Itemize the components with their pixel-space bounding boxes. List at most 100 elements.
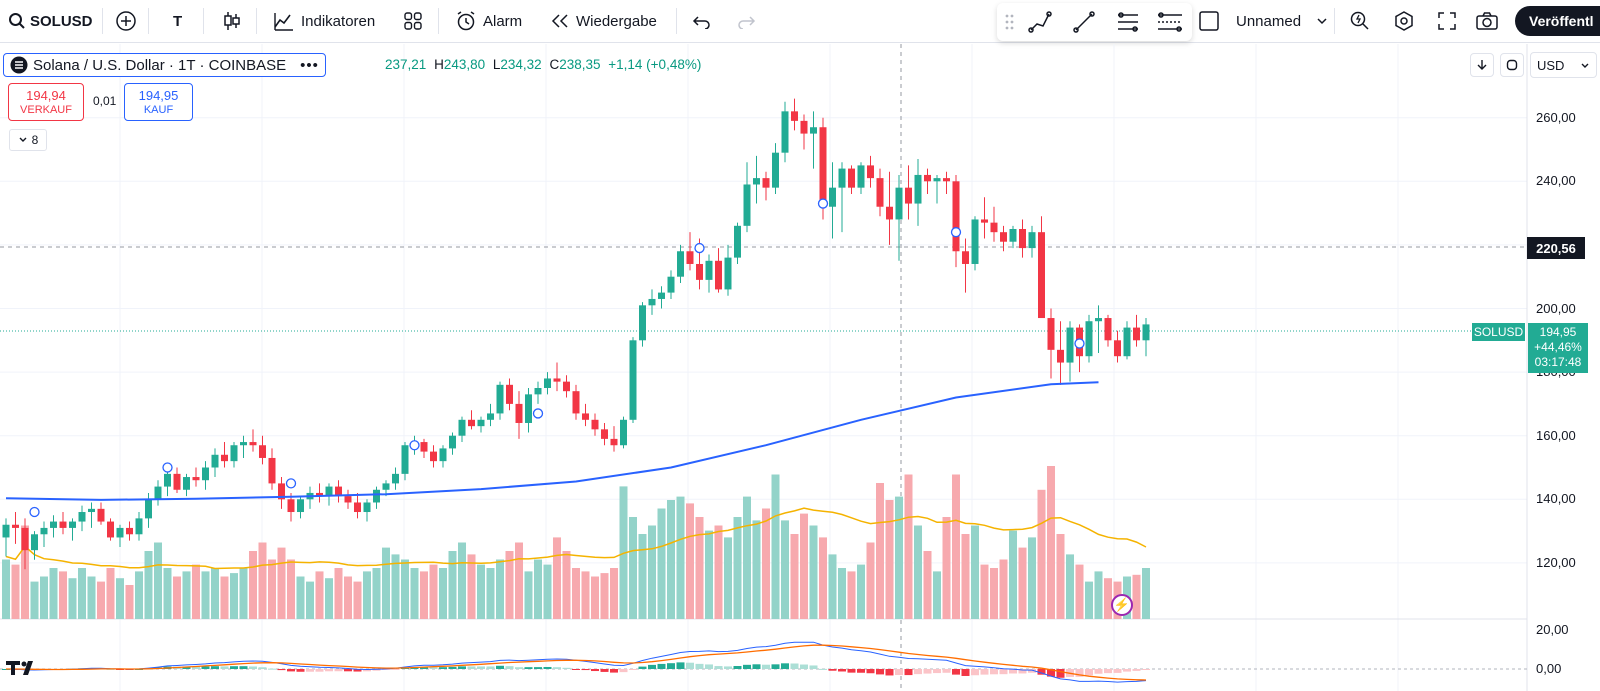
- chevron-down-icon: [19, 137, 27, 142]
- candle-body: [591, 419, 599, 430]
- candle-body: [1057, 349, 1064, 363]
- publish-button[interactable]: Veröffentl: [1515, 6, 1600, 36]
- event-marker-icon: [532, 408, 544, 419]
- volume-ma-line: [5, 507, 1147, 570]
- candle-body: [316, 492, 323, 497]
- oscillator-histogram-bar: [876, 669, 884, 675]
- volume-bar: [125, 585, 134, 619]
- candle-body: [97, 508, 105, 522]
- candle-body: [1123, 327, 1131, 357]
- candle-body: [914, 174, 922, 204]
- oscillator-histogram-bar: [752, 664, 761, 669]
- oscillator-histogram-bar: [391, 669, 400, 670]
- expand-icon: [1438, 12, 1456, 30]
- oscillator-histogram-bar: [211, 666, 219, 669]
- oscillator-histogram-bar: [353, 669, 362, 672]
- candle-body: [952, 181, 960, 252]
- interval-button[interactable]: T: [173, 12, 183, 30]
- oscillator-histogram-bar: [315, 669, 324, 672]
- volume-bar: [49, 568, 58, 619]
- sell-button[interactable]: 194,94 VERKAUF: [8, 83, 84, 121]
- candle-body: [88, 508, 95, 513]
- volume-bar: [173, 576, 181, 619]
- candle-body: [990, 222, 998, 233]
- oscillator-histogram-bar: [467, 666, 476, 669]
- candle-body: [648, 298, 656, 306]
- snapshot-button[interactable]: [1475, 0, 1499, 42]
- candle-body: [610, 438, 618, 446]
- price-tick-label: 120,00: [1536, 554, 1576, 570]
- indicators-button[interactable]: Indikatoren: [273, 0, 375, 42]
- layouts-button[interactable]: [403, 0, 423, 42]
- symbol-search-button[interactable]: SOLUSD: [8, 0, 93, 42]
- oscillator-histogram-bar: [762, 664, 770, 669]
- candle-body: [1009, 229, 1017, 242]
- volume-bar: [486, 568, 495, 619]
- compare-button[interactable]: [115, 0, 137, 42]
- quick-search-button[interactable]: [1349, 0, 1371, 42]
- candle-body: [857, 165, 865, 188]
- oscillator-histogram-bar: [220, 666, 229, 669]
- candle-body: [2, 524, 10, 538]
- candle-body: [202, 467, 209, 481]
- fullscreen-button[interactable]: [1437, 0, 1457, 42]
- chart-type-button[interactable]: [222, 0, 242, 42]
- symbol-legend[interactable]: Solana / U.S. Dollar · 1T · COINBASE •••: [3, 53, 326, 77]
- price-tick-label: 200,00: [1536, 300, 1576, 316]
- candle-body: [563, 381, 570, 392]
- candle-body: [639, 305, 646, 341]
- volume-bar: [1104, 578, 1112, 619]
- volume-bar: [553, 537, 561, 619]
- candle-body: [335, 486, 342, 497]
- volume-bar: [1094, 571, 1103, 619]
- candle-body: [515, 403, 523, 423]
- volume-bar: [904, 474, 913, 619]
- replay-button[interactable]: Wiedergabe: [550, 0, 657, 42]
- settings-button[interactable]: [1393, 0, 1415, 42]
- volume-bar: [857, 564, 865, 619]
- undo-icon: [692, 16, 710, 29]
- currency-select[interactable]: USD: [1530, 52, 1597, 78]
- sell-price: 194,94: [26, 88, 66, 103]
- candle-body: [544, 378, 551, 388]
- volume-bar: [876, 483, 884, 619]
- candle-body: [848, 168, 855, 188]
- volume-bar: [306, 581, 314, 619]
- oscillator-histogram-bar: [296, 669, 305, 672]
- oscillator-histogram-bar: [1094, 669, 1103, 674]
- volume-bar: [163, 568, 172, 619]
- event-marker-icon: [1074, 338, 1085, 349]
- undo-button[interactable]: [692, 0, 712, 42]
- volume-bar: [629, 517, 637, 619]
- indicators-collapse-button[interactable]: 8: [9, 129, 47, 151]
- volume-bar: [154, 542, 162, 619]
- more-icon[interactable]: •••: [300, 56, 319, 74]
- candle-body: [1019, 229, 1026, 249]
- alarm-button[interactable]: Alarm: [455, 0, 522, 42]
- oscillator-histogram-bar: [372, 669, 381, 671]
- volume-bar: [344, 576, 352, 619]
- scroll-down-button[interactable]: [1470, 53, 1494, 77]
- oscillator-histogram-bar: [657, 663, 666, 669]
- volume-bar: [800, 513, 808, 619]
- oscillator-histogram-bar: [1047, 669, 1055, 677]
- reset-scale-button[interactable]: [1500, 53, 1524, 77]
- event-marker-icon: [409, 440, 420, 451]
- candle-body: [59, 521, 67, 528]
- volume-bar: [695, 517, 704, 619]
- oscillator-histogram-bar: [420, 666, 428, 669]
- oscillator-histogram-bar: [895, 669, 903, 676]
- buy-button[interactable]: 194,95 KAUF: [124, 83, 193, 121]
- layout-name-dropdown[interactable]: Unnamed: [1236, 0, 1329, 42]
- redo-button[interactable]: [736, 0, 756, 42]
- fullscreen-rect-button[interactable]: [1198, 0, 1220, 42]
- candle-body: [572, 391, 580, 414]
- tradingview-logo: [6, 656, 40, 682]
- volume-bar: [724, 537, 732, 619]
- oscillator-histogram-bar: [619, 669, 628, 673]
- lightning-icon[interactable]: ⚡: [1111, 594, 1133, 616]
- candle-body: [420, 442, 428, 452]
- oscillator-histogram-bar: [277, 669, 286, 671]
- candle-body: [791, 111, 798, 121]
